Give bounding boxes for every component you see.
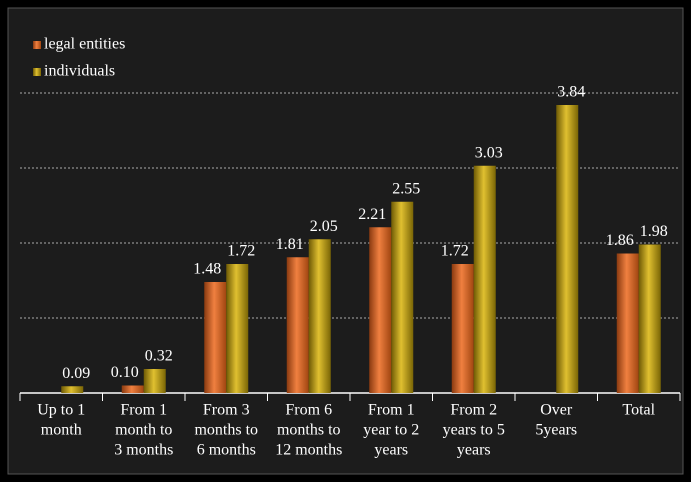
bar: [308, 239, 331, 393]
value-label: 2.21: [358, 206, 386, 223]
value-label: 1.81: [276, 236, 304, 253]
bar: [61, 386, 84, 393]
x-tick-label: From 1: [368, 402, 415, 419]
bar: [226, 264, 249, 393]
value-label: 1.86: [606, 232, 634, 249]
value-label: 3.84: [557, 84, 585, 101]
x-tick-label: 6 months: [197, 442, 256, 459]
x-tick-label: From 3: [203, 402, 250, 419]
x-tick-label: 5years: [535, 422, 577, 439]
x-tick-label: Up to 1: [37, 402, 85, 419]
bar: [473, 165, 496, 393]
legend-marker: [33, 68, 41, 76]
x-tick-label: month: [41, 422, 82, 439]
x-tick-label: From 2: [450, 402, 497, 419]
value-label: 1.48: [193, 261, 221, 278]
bar: [616, 253, 639, 393]
value-label: 0.10: [111, 364, 139, 381]
x-tick-label: Over: [540, 402, 573, 419]
bar: [638, 244, 661, 393]
bar: [143, 369, 166, 393]
x-tick-label: month to: [115, 422, 172, 439]
x-tick-label: From 6: [285, 402, 332, 419]
bar: [369, 227, 392, 393]
value-label: 0.32: [145, 348, 173, 365]
legend-label[interactable]: legal entities: [44, 36, 125, 53]
bar: [556, 105, 579, 393]
value-label: 3.03: [475, 144, 503, 161]
value-label: 1.72: [441, 243, 469, 260]
x-tick-label: From 1: [120, 402, 167, 419]
bar: [391, 201, 414, 393]
value-label: 2.55: [392, 180, 420, 197]
x-tick-label: years: [374, 442, 408, 459]
bar: [286, 257, 309, 393]
x-tick-label: years: [457, 442, 491, 459]
x-tick-label: 12 months: [275, 442, 342, 459]
legend-label[interactable]: individuals: [44, 63, 115, 80]
x-tick-label: years to 5: [443, 422, 505, 439]
x-tick-label: 3 months: [114, 442, 173, 459]
legend-marker: [33, 41, 41, 49]
x-tick-label: months to: [194, 422, 258, 439]
x-tick-label: months to: [277, 422, 341, 439]
bar: [121, 385, 144, 393]
x-tick-label: Total: [622, 402, 655, 419]
bar: [204, 282, 227, 393]
x-tick-label: year to 2: [363, 422, 419, 439]
value-label: 1.98: [640, 223, 668, 240]
value-label: 0.09: [62, 365, 90, 382]
value-label: 2.05: [310, 218, 338, 235]
value-label: 1.72: [227, 243, 255, 260]
bar: [451, 264, 474, 393]
